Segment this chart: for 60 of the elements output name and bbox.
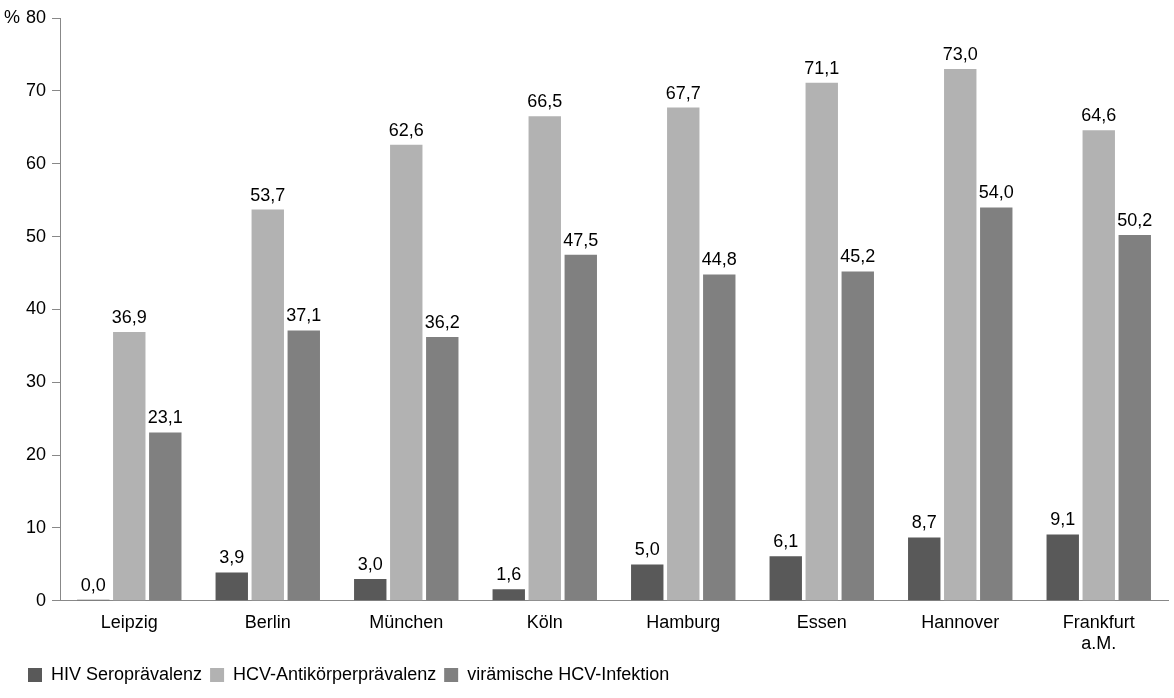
data-label: 9,1: [1050, 509, 1076, 530]
x-tick-label: Hamburg: [646, 611, 721, 632]
data-label: 0,0: [80, 574, 106, 595]
y-tick-label: 10: [25, 516, 47, 537]
legend-label: virämische HCV-Infektion: [467, 663, 670, 684]
data-label: 3,0: [357, 553, 383, 574]
data-label: 1,6: [496, 564, 522, 585]
x-tick-label: Köln: [526, 611, 563, 632]
y-axis-title: %: [4, 6, 21, 27]
legend-label: HCV-Antikörperprävalenz: [233, 663, 437, 684]
x-tick-label: Essen: [796, 611, 847, 632]
bar: [492, 589, 525, 601]
data-label: 47,5: [563, 229, 599, 250]
y-tick-label: 70: [25, 79, 47, 100]
data-label: 44,8: [701, 249, 737, 270]
y-tick-label: 20: [25, 444, 47, 465]
data-label: 5,0: [634, 539, 660, 560]
data-label: 71,1: [804, 57, 840, 78]
y-tick-label: 30: [25, 371, 47, 392]
bar: [908, 537, 941, 601]
data-label: 67,7: [665, 82, 701, 103]
data-label: 23,1: [147, 407, 183, 428]
x-tick-label: Hannover: [921, 611, 1000, 632]
data-label: 53,7: [250, 184, 286, 205]
data-label: 54,0: [978, 182, 1014, 203]
data-label: 37,1: [286, 305, 322, 326]
bar: [1082, 130, 1115, 601]
bar: [113, 331, 146, 601]
y-tick-label: 40: [25, 298, 47, 319]
data-label: 45,2: [840, 246, 876, 267]
y-tick-label: 80: [25, 6, 47, 27]
bar: [631, 564, 664, 601]
bar: [944, 69, 977, 601]
legend-label: HIV Seroprävalenz: [51, 663, 203, 684]
data-label: 50,2: [1117, 210, 1153, 231]
data-label: 6,1: [773, 531, 799, 552]
bar: [215, 572, 248, 601]
data-label: 3,9: [219, 547, 245, 568]
x-tick-label: Berlin: [244, 611, 291, 632]
x-tick-label: Frankfurt a.M.: [1062, 611, 1135, 654]
x-tick-label: München: [369, 611, 444, 632]
bar: [528, 116, 561, 601]
data-label: 73,0: [942, 43, 978, 64]
data-label: 36,9: [111, 306, 147, 327]
data-label: 8,7: [911, 512, 937, 533]
data-label: 36,2: [424, 312, 460, 333]
y-tick-label: 0: [36, 589, 47, 610]
bar: [390, 144, 423, 601]
bar: [769, 556, 802, 601]
bar: [251, 209, 284, 601]
data-label: 66,5: [527, 91, 563, 112]
bar: [354, 578, 387, 601]
y-tick-label: 60: [25, 152, 47, 173]
bar: [1046, 534, 1079, 601]
data-label: 62,6: [388, 119, 424, 140]
bar: [667, 107, 700, 601]
x-tick-label: Leipzig: [100, 611, 158, 632]
data-label: 64,6: [1081, 105, 1117, 126]
bar: [805, 82, 838, 601]
y-tick-label: 50: [25, 225, 47, 246]
